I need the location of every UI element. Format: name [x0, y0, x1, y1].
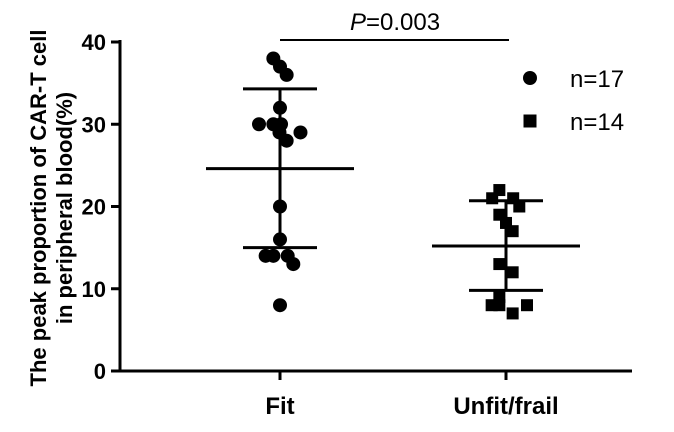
data-point-fit [286, 257, 301, 272]
data-point-unfit-frail [493, 299, 506, 312]
x-category-label: Unfit/frail [453, 393, 558, 420]
y-tick-label: 30 [82, 112, 106, 137]
data-points [252, 51, 533, 320]
data-point-fit [252, 117, 266, 132]
axes [118, 40, 632, 373]
data-point-fit [279, 133, 294, 148]
data-point-fit [266, 248, 281, 263]
p-value-annotation: P=0.003 [280, 9, 509, 41]
data-point-unfit-frail [486, 192, 499, 205]
legend-label: n=14 [570, 109, 624, 136]
legend-label: n=17 [570, 66, 624, 93]
legend: n=17 n=14 [523, 66, 624, 136]
data-point-unfit-frail [506, 266, 519, 279]
data-point-unfit-frail [493, 258, 506, 271]
y-axis-title-line1: The peak proportion of CAR-T cell [26, 30, 51, 387]
x-axis-categories: Fit Unfit/frail [265, 371, 559, 420]
data-point-unfit-frail [513, 200, 526, 213]
data-point-unfit-frail [506, 225, 519, 238]
legend-marker-circle [523, 71, 537, 85]
p-value-text: =0.003 [366, 9, 440, 36]
data-point-fit [293, 125, 308, 140]
mean-sd-lines [206, 87, 580, 292]
data-point-unfit-frail [521, 299, 533, 312]
y-axis-ticks: 0 10 20 30 40 [82, 30, 120, 384]
y-tick-label: 10 [82, 277, 106, 302]
y-axis-title-line2: in peripheral blood(%) [52, 92, 77, 324]
y-tick-label: 20 [82, 195, 106, 220]
p-value-label: P=0.003 [350, 9, 440, 36]
x-category-label: Fit [265, 393, 294, 420]
p-value-symbol: P [350, 9, 366, 36]
y-tick-label: 40 [82, 30, 106, 55]
legend-marker-square [523, 114, 537, 128]
data-point-fit [279, 67, 294, 82]
data-point-fit [273, 298, 287, 313]
y-axis-title: The peak proportion of CAR-T cell in per… [26, 30, 77, 387]
data-point-unfit-frail [506, 307, 519, 320]
y-tick-label: 0 [94, 359, 106, 384]
